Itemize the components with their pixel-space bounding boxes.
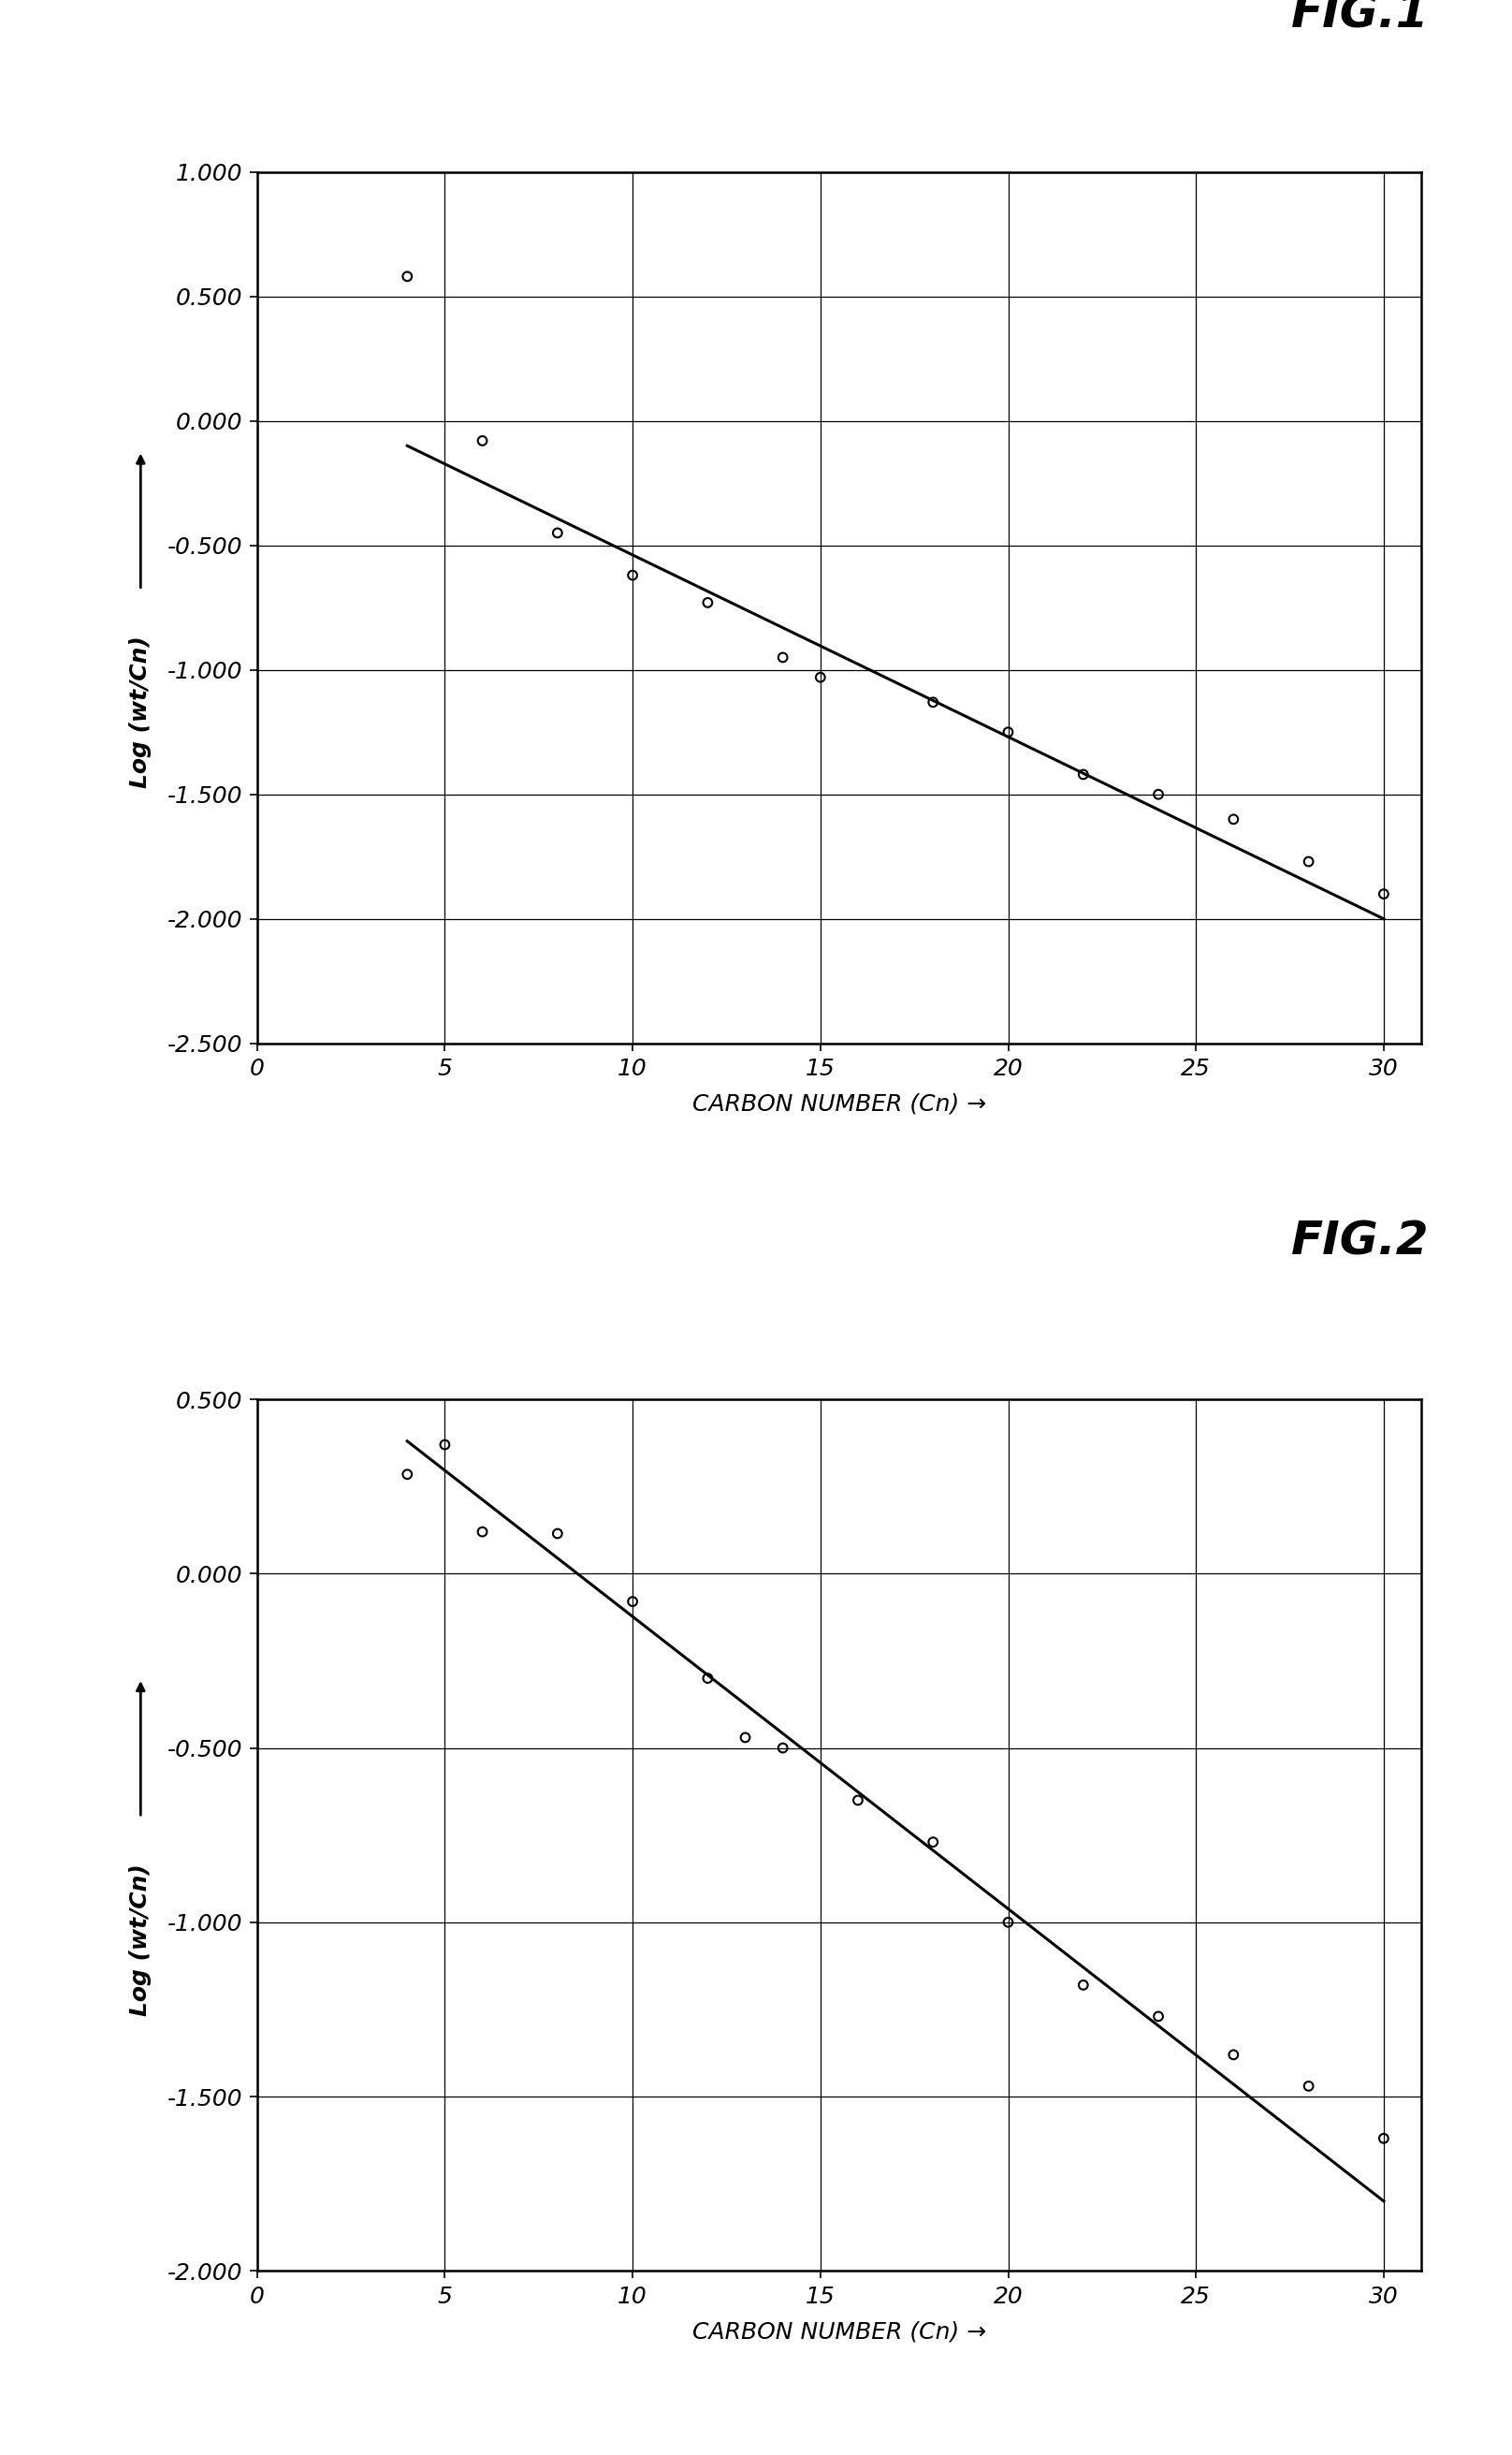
Point	[1371, 874, 1396, 913]
Point	[1222, 2035, 1246, 2074]
Point	[921, 682, 945, 722]
Point	[546, 513, 570, 552]
Point	[620, 555, 644, 594]
Point	[432, 1424, 457, 1463]
Point	[1371, 2119, 1396, 2158]
Point	[696, 1660, 720, 1699]
Point	[1146, 1996, 1170, 2035]
Point	[921, 1822, 945, 1861]
Point	[1296, 2067, 1320, 2106]
X-axis label: CARBON NUMBER (Cn) →: CARBON NUMBER (Cn) →	[692, 2320, 986, 2342]
Point	[470, 1512, 494, 1552]
Text: Log (wt/Cn): Log (wt/Cn)	[130, 1863, 151, 2016]
Point	[1222, 800, 1246, 840]
Point	[1070, 754, 1095, 793]
Point	[996, 1903, 1021, 1942]
Point	[395, 1456, 419, 1495]
Point	[546, 1515, 570, 1554]
Point	[771, 638, 795, 678]
Text: FIG.1: FIG.1	[1291, 0, 1429, 37]
Point	[1146, 776, 1170, 815]
Point	[470, 422, 494, 462]
Point	[809, 658, 833, 697]
Point	[620, 1581, 644, 1620]
Point	[1296, 842, 1320, 881]
Point	[395, 258, 419, 297]
Point	[771, 1728, 795, 1768]
Point	[996, 712, 1021, 751]
X-axis label: CARBON NUMBER (Cn) →: CARBON NUMBER (Cn) →	[692, 1092, 986, 1115]
Point	[1070, 1966, 1095, 2006]
Text: Log (wt/Cn): Log (wt/Cn)	[130, 636, 151, 788]
Point	[733, 1718, 758, 1758]
Point	[696, 582, 720, 621]
Point	[845, 1780, 869, 1819]
Text: FIG.2: FIG.2	[1291, 1220, 1429, 1264]
